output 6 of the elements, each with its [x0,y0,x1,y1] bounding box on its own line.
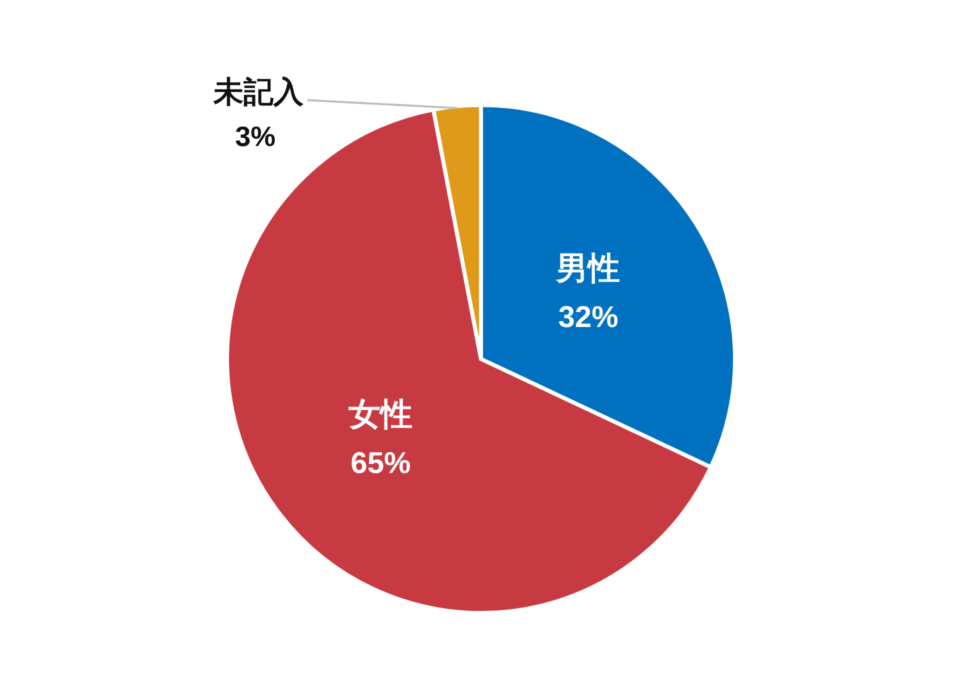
data-label: 65% [350,446,411,480]
slice-label: 女性 [348,394,413,433]
slice-label: 未記入 [212,75,304,110]
slice-label: 男性 [555,248,620,287]
data-label: 32% [558,300,618,334]
data-label: 3% [235,121,276,152]
